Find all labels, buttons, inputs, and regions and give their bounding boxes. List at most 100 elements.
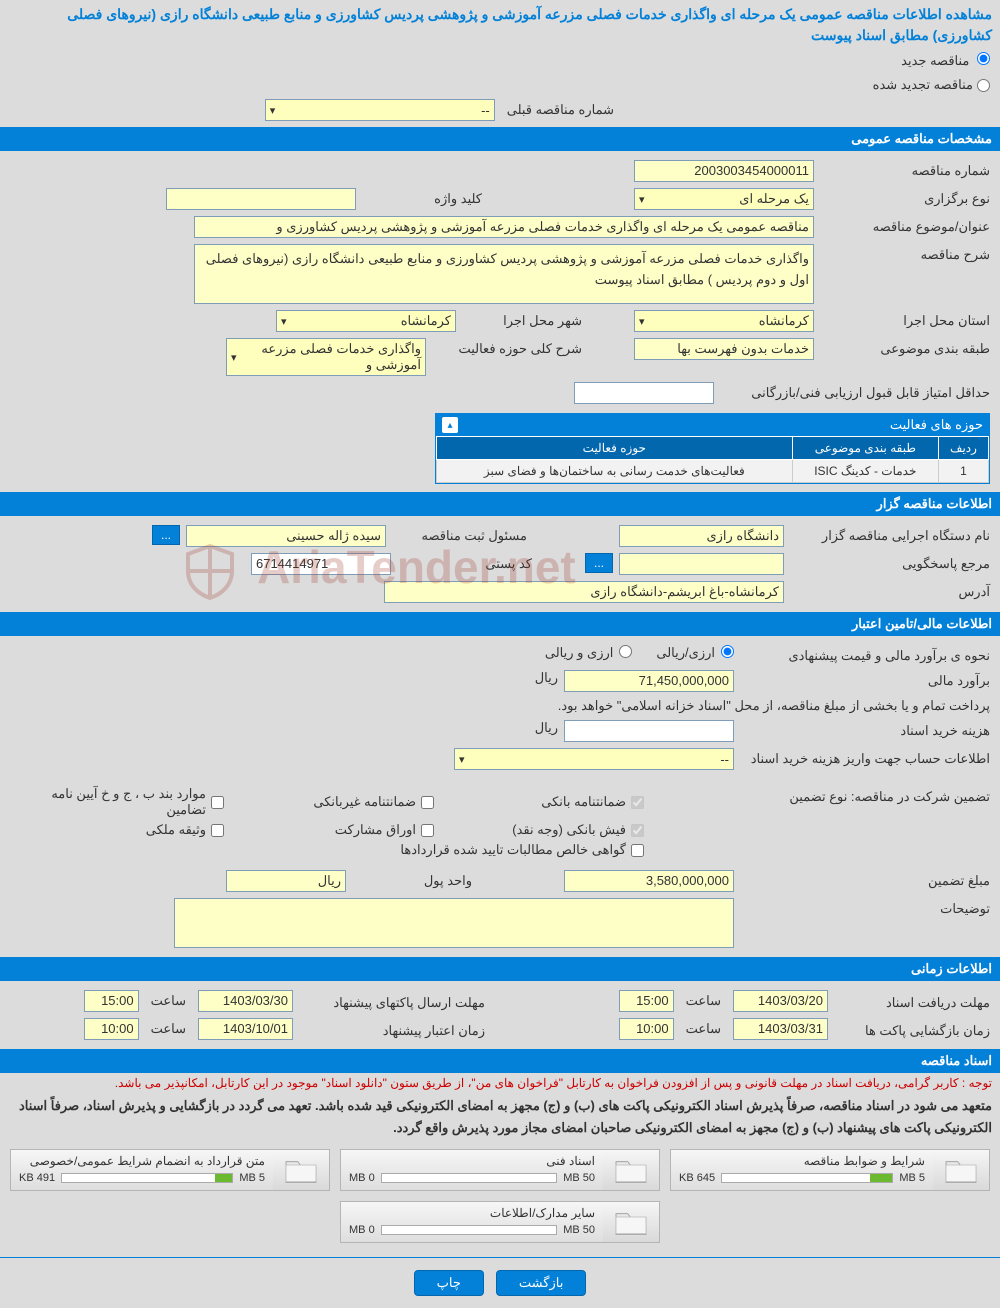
- method-opt1: ارزی/ریالی: [656, 645, 715, 661]
- open-date[interactable]: 1403/03/31: [733, 1018, 828, 1040]
- tender-number-label: شماره مناقصه: [820, 160, 990, 179]
- doc-title: متن قرارداد به انضمام شرایط عمومی/خصوصی: [19, 1154, 265, 1168]
- responder-field[interactable]: [619, 553, 784, 575]
- notes-label: توضیحات: [740, 898, 990, 917]
- province-label: استان محل اجرا: [820, 310, 990, 329]
- receive-date[interactable]: 1403/03/20: [733, 990, 828, 1012]
- back-button[interactable]: بازگشت: [496, 1270, 586, 1296]
- time-word: ساعت: [686, 1021, 721, 1037]
- doc-tile-other[interactable]: سایر مدارک/اطلاعات 50 MB 0 MB: [340, 1201, 660, 1243]
- send-time[interactable]: 15:00: [84, 990, 139, 1012]
- desc-field[interactable]: واگذاری خدمات فصلی مزرعه آموزشی و پژوهشی…: [194, 244, 814, 304]
- holding-type-dropdown[interactable]: یک مرحله ای ▾: [634, 188, 814, 210]
- activity-scope-dropdown[interactable]: واگذاری خدمات فصلی مزرعه آموزشی و ▾: [226, 338, 426, 376]
- guarantee-amount-label: مبلغ تضمین: [740, 870, 990, 889]
- postal-label: کد پستی: [397, 553, 532, 572]
- responder-label: مرجع پاسخگویی: [790, 553, 990, 572]
- responder-more-button[interactable]: ...: [585, 553, 613, 573]
- holding-type-value: یک مرحله ای: [651, 191, 809, 207]
- ck-nonbank-guarantee[interactable]: [421, 796, 434, 809]
- doc-tile-technical[interactable]: اسناد فنی 50 MB 0 MB: [340, 1149, 660, 1191]
- validity-time[interactable]: 10:00: [84, 1018, 139, 1040]
- ck-label: ضمانتنامه بانکی: [541, 794, 626, 810]
- ck-label: موارد بند ب ، ج و خ آیین نامه تضامین: [14, 786, 206, 818]
- doc-title: سایر مدارک/اطلاعات: [349, 1206, 595, 1220]
- open-time[interactable]: 10:00: [619, 1018, 674, 1040]
- ck-bonds[interactable]: [421, 824, 434, 837]
- folder-icon: [273, 1150, 329, 1190]
- city-dropdown[interactable]: کرمانشاه ▾: [276, 310, 456, 332]
- send-date[interactable]: 1403/03/30: [198, 990, 293, 1012]
- section-financial: اطلاعات مالی/تامین اعتبار: [0, 612, 1000, 636]
- org-label: نام دستگاه اجرایی مناقصه گزار: [790, 525, 990, 544]
- activity-table-title: حوزه های فعالیت: [890, 417, 983, 433]
- address-label: آدرس: [790, 581, 990, 600]
- radio-renewed-tender[interactable]: [977, 79, 990, 92]
- folder-icon: [603, 1202, 659, 1242]
- ck-net-claims[interactable]: [631, 844, 644, 857]
- chevron-down-icon: ▾: [639, 193, 645, 206]
- radio-currency-rial[interactable]: [619, 645, 632, 658]
- col-category: طبقه بندی موضوعی: [792, 437, 938, 460]
- chevron-down-icon: ▾: [281, 315, 287, 328]
- ck-property[interactable]: [211, 824, 224, 837]
- chevron-down-icon: ▾: [231, 351, 237, 364]
- currency-label: ریال: [535, 670, 558, 686]
- address-field[interactable]: کرمانشاه-باغ ابریشم-دانشگاه رازی: [384, 581, 784, 603]
- postal-field[interactable]: 6714414971: [251, 553, 391, 575]
- prev-number-value: --: [281, 103, 489, 118]
- ck-regulation-items[interactable]: [211, 796, 224, 809]
- radio-renewed-label: مناقصه تجدید شده: [873, 77, 973, 93]
- doc-max: 5 MB: [239, 1172, 265, 1184]
- validity-date[interactable]: 1403/10/01: [198, 1018, 293, 1040]
- col-row: ردیف: [939, 437, 989, 460]
- time-word: ساعت: [151, 1021, 186, 1037]
- time-word: ساعت: [686, 993, 721, 1009]
- province-dropdown[interactable]: کرمانشاه ▾: [634, 310, 814, 332]
- validity-label: زمان اعتبار پیشنهاد: [305, 1020, 485, 1039]
- doc-used: 0 MB: [349, 1172, 375, 1184]
- account-dropdown[interactable]: -- ▾: [454, 748, 734, 770]
- collapse-icon[interactable]: ▴: [442, 417, 458, 433]
- doc-progress: [61, 1173, 233, 1183]
- receive-time[interactable]: 15:00: [619, 990, 674, 1012]
- doc-tile-conditions[interactable]: شرایط و ضوابط مناقصه 5 MB 645 KB: [670, 1149, 990, 1191]
- registrar-more-button[interactable]: ...: [152, 525, 180, 545]
- notes-field[interactable]: [174, 898, 734, 948]
- estimate-label: برآورد مالی: [740, 670, 990, 689]
- time-word: ساعت: [151, 993, 186, 1009]
- ck-label: وثیقه ملکی: [146, 822, 206, 838]
- ck-label: اوراق مشارکت: [335, 822, 416, 838]
- keyword-field[interactable]: [166, 188, 356, 210]
- min-score-label: حداقل امتیاز قابل قبول ارزیابی فنی/بازرگ…: [720, 382, 990, 401]
- buy-cost-field[interactable]: [564, 720, 734, 742]
- currency-label-2: ریال: [535, 720, 558, 736]
- col-scope: حوزه فعالیت: [437, 437, 793, 460]
- doc-title: شرایط و ضوابط مناقصه: [679, 1154, 925, 1168]
- prev-number-dropdown[interactable]: -- ▾: [265, 99, 495, 121]
- chevron-down-icon: ▾: [639, 315, 645, 328]
- registrar-label: مسئول ثبت مناقصه: [392, 525, 527, 544]
- doc-progress: [721, 1173, 893, 1183]
- section-general: مشخصات مناقصه عمومی: [0, 127, 1000, 151]
- guarantee-amount-field[interactable]: 3,580,000,000: [564, 870, 734, 892]
- chevron-down-icon: ▾: [459, 753, 465, 766]
- radio-new-tender[interactable]: [977, 52, 990, 65]
- chevron-down-icon: ▾: [270, 104, 276, 117]
- section-docs: اسناد مناقصه: [0, 1049, 1000, 1073]
- radio-new-label: مناقصه جدید: [901, 53, 969, 68]
- folder-icon: [933, 1150, 989, 1190]
- estimate-field[interactable]: 71,450,000,000: [564, 670, 734, 692]
- folder-icon: [603, 1150, 659, 1190]
- subject-field[interactable]: مناقصه عمومی یک مرحله ای واگذاری خدمات ف…: [194, 216, 814, 238]
- min-score-field[interactable]: [574, 382, 714, 404]
- holding-type-label: نوع برگزاری: [820, 188, 990, 207]
- prev-number-label: شماره مناقصه قبلی: [501, 102, 620, 118]
- print-button[interactable]: چاپ: [414, 1270, 484, 1296]
- doc-tile-contract[interactable]: متن قرارداد به انضمام شرایط عمومی/خصوصی …: [10, 1149, 330, 1191]
- radio-rial[interactable]: [721, 645, 734, 658]
- city-value: کرمانشاه: [293, 313, 451, 329]
- ck-label: فیش بانکی (وجه نقد): [512, 822, 626, 838]
- doc-progress: [381, 1173, 558, 1183]
- receive-label: مهلت دریافت اسناد: [840, 992, 990, 1011]
